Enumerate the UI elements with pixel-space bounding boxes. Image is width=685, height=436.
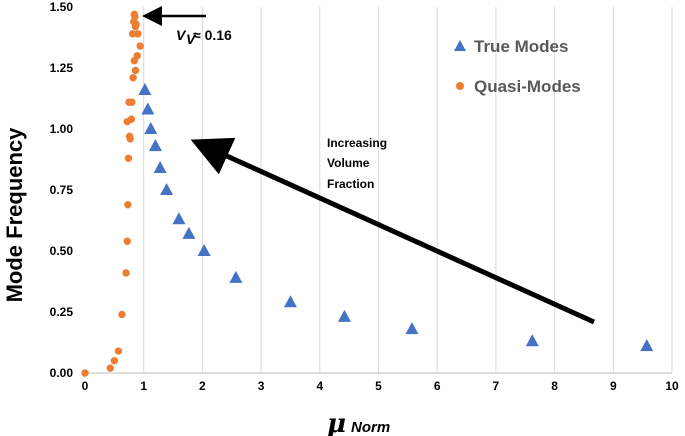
true-modes-point	[141, 102, 155, 115]
x-tick-label: 0	[82, 379, 89, 393]
y-tick-label: 0.50	[50, 244, 74, 258]
annotation-vv-value: ≈ 0.16	[193, 27, 232, 43]
quasi-modes-point	[125, 98, 133, 106]
x-tick-label: 9	[610, 379, 617, 393]
quasi-modes-point	[81, 369, 89, 377]
quasi-modes-point	[124, 154, 133, 162]
annotation-increasing: Increasing	[327, 136, 387, 150]
x-tick-label: 10	[665, 379, 679, 393]
true-modes-point	[172, 212, 186, 225]
y-tick-label: 0.25	[50, 305, 74, 319]
true-modes-point	[405, 322, 419, 335]
tick-labels: 0 1 2 3 4 5 6 7 8 9 10 0.00 0.25 0.50 0.75 1.00 1.25 1.50	[50, 0, 679, 393]
annotation-volume: Volume	[327, 156, 370, 170]
data-series	[81, 10, 654, 377]
true-modes-point	[138, 82, 152, 95]
true-modes-point	[640, 339, 654, 352]
quasi-modes-point	[131, 66, 140, 75]
quasi-modes-point	[110, 357, 119, 365]
true-modes-point	[148, 139, 162, 152]
quasi-modes-point	[106, 364, 114, 372]
x-tick-label: 4	[316, 379, 323, 393]
quasi-modes-point	[134, 30, 142, 38]
legend-quasi-modes-label: Quasi-Modes	[474, 77, 581, 96]
true-modes-point	[525, 334, 539, 347]
quasi-modes-point	[125, 132, 134, 141]
quasi-modes-point	[129, 74, 137, 82]
true-modes-point	[182, 226, 196, 239]
x-tick-label: 8	[551, 379, 558, 393]
legend: True Modes Quasi-Modes	[454, 37, 581, 96]
quasi-modes-point	[114, 347, 123, 355]
legend-true-modes-label: True Modes	[474, 37, 568, 56]
increasing-arrow	[190, 137, 596, 325]
gridlines	[143, 7, 673, 373]
quasi-modes-point	[136, 42, 144, 50]
true-modes-point	[337, 309, 351, 322]
quasi-modes-point	[118, 310, 126, 319]
quasi-modes-point	[124, 200, 132, 209]
quasi-modes-point	[122, 269, 130, 277]
y-tick-label: 0.00	[50, 366, 74, 380]
x-tick-label: 6	[434, 379, 441, 393]
x-axis-label: μ Norm	[327, 409, 390, 436]
true-modes-point	[160, 183, 174, 195]
true-modes-point	[283, 295, 297, 308]
legend-true-modes-marker	[454, 40, 466, 51]
x-tick-label: 3	[258, 379, 265, 393]
y-tick-label: 0.75	[50, 183, 74, 197]
quasi-modes-point	[123, 237, 131, 245]
x-tick-label: 5	[375, 379, 382, 393]
legend-quasi-modes-marker	[456, 82, 464, 90]
x-tick-label: 1	[140, 379, 147, 393]
y-tick-label: 1.50	[50, 0, 74, 14]
quasi-modes-point	[123, 117, 131, 126]
true-modes-point	[153, 161, 167, 174]
true-modes-point	[144, 122, 158, 134]
y-axis-label: Mode Frequency	[2, 127, 27, 303]
y-tick-label: 1.25	[50, 61, 74, 75]
annotation-fraction: Fraction	[327, 177, 374, 191]
quasi-modes-point	[130, 10, 139, 19]
x-tick-label: 2	[199, 379, 206, 393]
x-axis-label-subscript: Norm	[351, 419, 390, 436]
annotation-vv: V V ≈ 0.16	[176, 27, 232, 47]
x-axis-label-mu: μ	[327, 409, 346, 436]
annotation-vv-subscript: V	[186, 31, 197, 47]
quasi-modes-point	[133, 52, 141, 60]
quasi-modes-point	[128, 30, 137, 38]
y-tick-label: 1.00	[50, 122, 74, 136]
x-tick-label: 7	[493, 379, 500, 393]
true-modes-point	[197, 244, 211, 256]
annotation-vv-symbol: V	[176, 27, 187, 43]
true-modes-point	[229, 270, 243, 283]
